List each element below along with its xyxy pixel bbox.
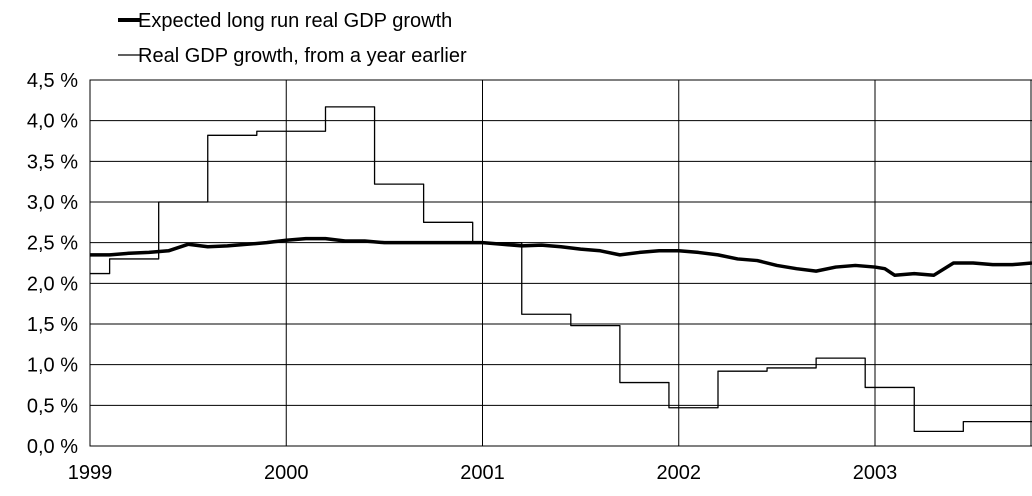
x-tick-label: 2001 bbox=[460, 462, 505, 484]
x-tick-label: 2000 bbox=[264, 462, 309, 484]
legend-label-real-growth: Real GDP growth, from a year earlier bbox=[138, 45, 467, 67]
x-axis-ticks: 1999 2000 2001 2002 2003 bbox=[68, 462, 898, 484]
y-tick-label: 4,5 % bbox=[27, 70, 78, 92]
chart-legend: Expected long run real GDP growth Real G… bbox=[118, 10, 467, 67]
series-layer bbox=[90, 106, 1032, 433]
y-tick-label: 1,0 % bbox=[27, 355, 78, 377]
series-line-expected-growth bbox=[90, 236, 1032, 277]
y-tick-label: 2,0 % bbox=[27, 273, 78, 295]
series-line-real-growth bbox=[90, 106, 1032, 433]
x-tick-label: 2003 bbox=[853, 462, 898, 484]
y-tick-label: 4,0 % bbox=[27, 111, 78, 133]
y-tick-label: 3,0 % bbox=[27, 192, 78, 214]
y-tick-label: 0,0 % bbox=[27, 436, 78, 458]
y-axis-ticks: 0,0 % 0,5 % 1,0 % 1,5 % 2,0 % 2,5 % 3,0 % 3,5 %… bbox=[27, 70, 78, 458]
y-tick-label: 0,5 % bbox=[27, 395, 78, 417]
plot-area-frame bbox=[89, 79, 1032, 447]
x-tick-label: 2002 bbox=[657, 462, 702, 484]
y-tick-label: 3,5 % bbox=[27, 151, 78, 173]
legend-label-expected-growth: Expected long run real GDP growth bbox=[138, 10, 452, 32]
x-tick-label: 1999 bbox=[68, 462, 113, 484]
y-tick-label: 2,5 % bbox=[27, 233, 78, 255]
y-tick-label: 1,5 % bbox=[27, 314, 78, 336]
